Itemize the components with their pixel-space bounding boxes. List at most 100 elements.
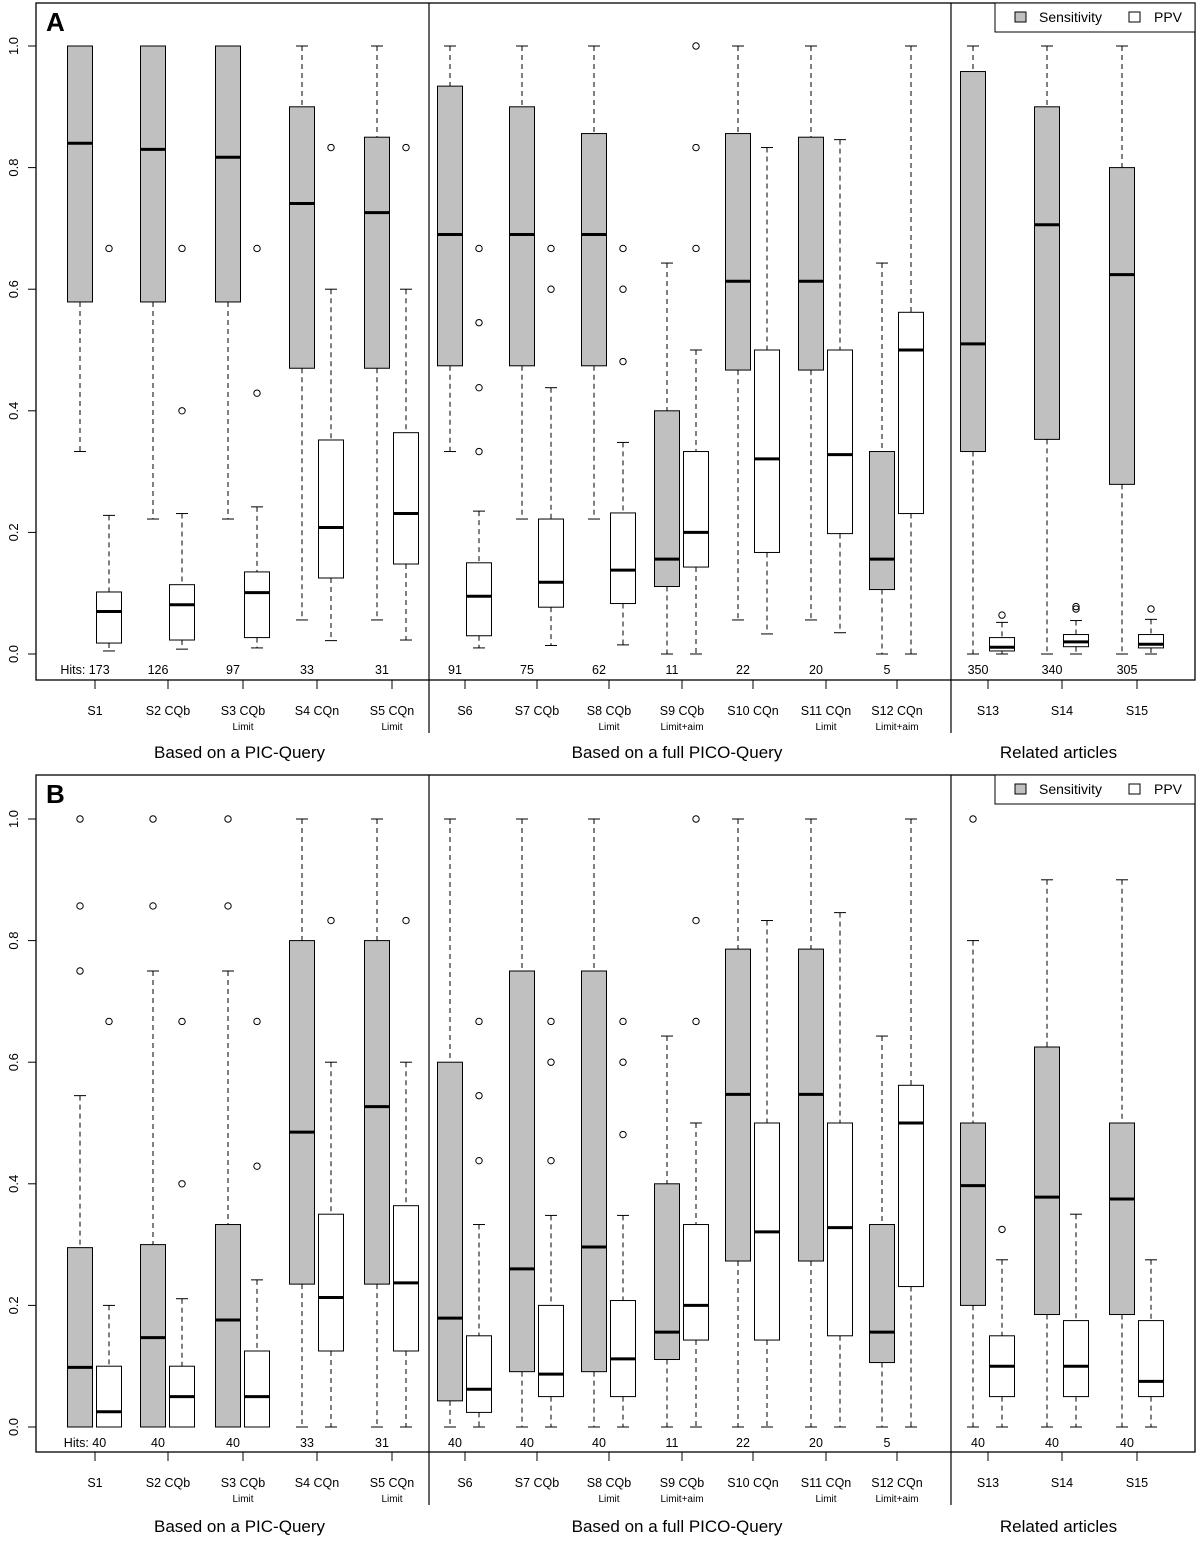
- box-iqr: [581, 970, 607, 1373]
- box-iqr: [610, 512, 636, 605]
- legend-box: [994, 2, 1196, 33]
- hits-count: 33: [300, 1436, 314, 1450]
- box-iqr: [725, 948, 751, 1262]
- legend-swatch-ppv: [1128, 11, 1141, 23]
- box-ppv: [989, 1225, 1015, 1428]
- box-sensitivity: [725, 45, 751, 621]
- y-tick-label: 0.0: [6, 645, 21, 663]
- box-iqr: [169, 584, 195, 641]
- box-sensitivity: [1109, 45, 1135, 655]
- y-tick-label: 0.0: [6, 1418, 21, 1436]
- box-ppv: [827, 139, 853, 634]
- box-iqr: [509, 106, 535, 367]
- outlier-point: [105, 1017, 113, 1026]
- x-tick-label: S14: [1051, 704, 1073, 718]
- box-sensitivity: [215, 45, 241, 520]
- hits-count: 5: [884, 1436, 891, 1450]
- box-sensitivity: [798, 818, 824, 1428]
- box-iqr: [466, 562, 492, 637]
- hits-count: 75: [520, 663, 534, 677]
- x-tick-label: S7 CQb: [515, 1476, 560, 1490]
- box-iqr: [393, 1205, 419, 1352]
- x-tick-label: S13: [977, 1476, 999, 1490]
- x-tick-label: S9 CQb: [660, 704, 705, 718]
- x-tick-label: S10 CQn: [727, 1476, 778, 1490]
- box-iqr: [581, 133, 607, 367]
- box-ppv: [989, 611, 1015, 655]
- outlier-point: [76, 815, 84, 823]
- outlier-point: [178, 1180, 186, 1188]
- box-iqr: [364, 940, 390, 1285]
- x-tick-label: S15: [1126, 704, 1148, 718]
- x-tick-sublabel: Limit: [598, 722, 619, 733]
- box-sensitivity: [140, 45, 166, 520]
- box-sensitivity: [1034, 45, 1060, 655]
- hits-count: 97: [226, 663, 240, 677]
- box-ppv: [683, 42, 709, 655]
- box-sensitivity: [869, 1035, 895, 1428]
- box-ppv: [898, 818, 924, 1428]
- hits-count: Hits: 40: [64, 1436, 106, 1450]
- box-ppv: [393, 916, 419, 1428]
- x-tick-sublabel: Limit: [381, 1494, 402, 1505]
- box-sensitivity: [654, 262, 680, 655]
- box-sensitivity: [215, 815, 241, 1428]
- plot-frame: [35, 2, 1196, 681]
- outlier-point: [475, 1156, 483, 1165]
- y-tick-label: 0.8: [6, 932, 21, 950]
- box-iqr: [96, 1365, 122, 1428]
- legend-swatch-sensitivity: [1014, 783, 1027, 795]
- x-tick-label: S5 CQn: [370, 1476, 415, 1490]
- y-tick-label: 0.4: [6, 1175, 21, 1193]
- legend-swatch-sensitivity: [1014, 11, 1027, 23]
- box-sensitivity: [960, 45, 986, 655]
- x-tick-sublabel: Limit: [598, 1494, 619, 1505]
- hits-count: 91: [448, 663, 462, 677]
- box-iqr: [898, 1084, 924, 1288]
- outlier-point: [475, 447, 483, 456]
- group-label: Based on a full PICO-Query: [572, 743, 783, 762]
- y-tick-label: 1.0: [6, 37, 21, 55]
- box-iqr: [509, 970, 535, 1373]
- box-iqr: [215, 45, 241, 303]
- outlier-point: [253, 389, 261, 397]
- hits-count: 40: [1120, 1436, 1134, 1450]
- outlier-point: [76, 902, 84, 910]
- box-ppv: [318, 916, 344, 1428]
- y-tick-label: 0.6: [6, 280, 21, 298]
- outlier-point: [1072, 605, 1080, 613]
- box-ppv: [466, 244, 492, 649]
- legend-box: [994, 774, 1196, 805]
- outlier-point: [105, 244, 113, 253]
- hits-count: 22: [736, 663, 750, 677]
- box-iqr: [869, 1224, 895, 1364]
- box-sensitivity: [289, 818, 315, 1428]
- hits-count: 11: [666, 663, 679, 677]
- outlier-point: [149, 815, 157, 823]
- outlier-point: [475, 1017, 483, 1026]
- box-iqr: [683, 1224, 709, 1341]
- outlier-point: [547, 1017, 555, 1026]
- hits-count: 305: [1117, 663, 1138, 677]
- box-iqr: [318, 439, 344, 579]
- y-tick-label: 0.4: [6, 402, 21, 420]
- box-ppv: [683, 815, 709, 1428]
- legend: Sensitivity PPV: [994, 774, 1196, 805]
- x-tick-sublabel: Limit+aim: [875, 1494, 918, 1505]
- box-ppv: [169, 244, 195, 650]
- hits-count: 40: [592, 1436, 606, 1450]
- outlier-point: [692, 244, 700, 253]
- box-ppv: [538, 1017, 564, 1428]
- x-tick-label: S6: [457, 704, 472, 718]
- box-iqr: [67, 45, 93, 303]
- hits-count: 126: [148, 663, 169, 677]
- y-tick-label: 0.8: [6, 159, 21, 177]
- x-tick-label: S7 CQb: [515, 704, 560, 718]
- x-tick-label: S11 CQn: [801, 1476, 852, 1490]
- box-ppv: [96, 244, 122, 652]
- box-iqr: [140, 1244, 166, 1428]
- outlier-point: [402, 143, 410, 152]
- x-tick-label: S1: [87, 704, 102, 718]
- outlier-point: [224, 815, 232, 823]
